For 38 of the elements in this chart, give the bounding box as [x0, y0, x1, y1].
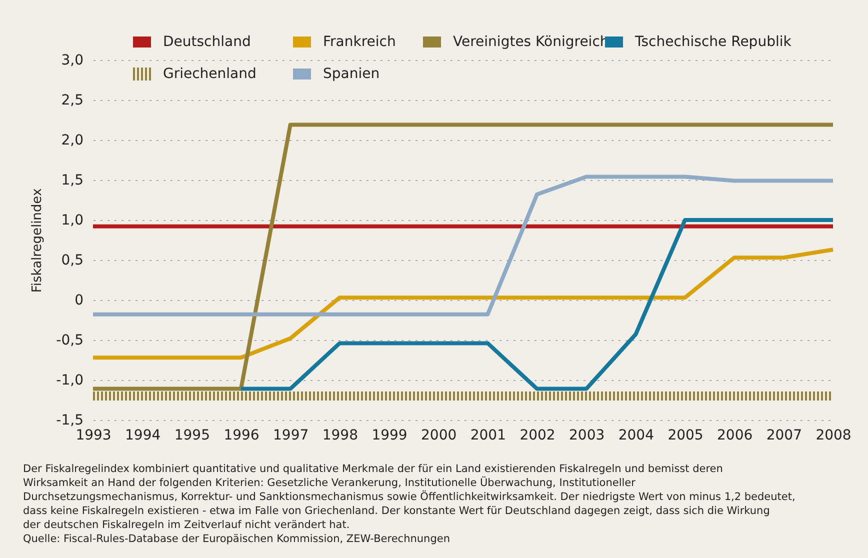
text: Der Fiskalregelindex kombiniert quantitative und qualitative Merkmale der für ein Land existierenden Fiskalregeln und bemisst deren Wirksamkeit an Hand der folgenden Kriterien: Gesetzliche Verankerung, Institutionelle Überwachung, Institutioneller Durchsetzungsmechanismus, Korrektur- und Sanktionsmechanismus sowie Öffentlichkeitwirksamkeit. Der niedrigste Wert von minus 1,2 bedeutet, dass keine Fiskalregeln existieren - etwa im Falle von Griechenland. Der konstante Wert für Deutschland dagegen zeigt, dass sich die Wirkung der deutschen Fiskalregeln im Zeitverlauf nicht verändert hat.	[23, 463, 796, 531]
legend-label: Vereinigtes Königreich	[453, 34, 609, 50]
x-tick-label: 2000	[421, 428, 457, 444]
y-tick-label: 3,0	[61, 52, 84, 68]
x-tick-label: 2007	[766, 428, 802, 444]
legend-label: Deutschland	[163, 34, 251, 50]
legend-label: Frankreich	[323, 34, 396, 50]
x-tick-label: 1999	[372, 428, 408, 444]
line-series	[91, 248, 835, 360]
y-tick-label: 2,5	[61, 92, 84, 108]
x-tick-label: 1997	[273, 428, 309, 444]
y-tick-label: 0,5	[61, 252, 84, 268]
line-series	[91, 174, 835, 316]
x-tick-label: 2003	[569, 428, 605, 444]
legend-label: Griechenland	[163, 66, 256, 82]
legend-label: Tschechische Republik	[634, 34, 792, 50]
legend-label: Spanien	[323, 66, 380, 82]
y-tick-label: 1,5	[61, 172, 84, 188]
x-tick-label: 1993	[76, 428, 112, 444]
x-tick-label: 2006	[717, 428, 753, 444]
line-series	[239, 218, 835, 391]
x-tick-label: 1994	[125, 428, 161, 444]
x-tick-label: 1996	[224, 428, 260, 444]
x-tick-label: 2001	[470, 428, 506, 444]
x-tick-label: 2005	[668, 428, 704, 444]
x-tick-label: 1995	[174, 428, 210, 444]
y-tick-label: 2,0	[61, 132, 84, 148]
x-tick-label: 1998	[322, 428, 358, 444]
x-tick-label: 2008	[816, 428, 852, 444]
y-tick-label: 1,0	[61, 212, 84, 228]
y-tick-label: 0	[74, 292, 84, 308]
y-axis-title: Fiskalregelindex	[30, 188, 46, 293]
x-tick-label: 2004	[618, 428, 654, 444]
y-tick-label: -1,0	[56, 372, 84, 388]
source-note: Quelle: Fiscal-Rules-Database der Europäischen Kommission, ZEW-Berechnungen	[23, 533, 450, 545]
x-tick-label: 2002	[520, 428, 556, 444]
y-tick-label: -0,5	[56, 332, 84, 348]
y-tick-label: -1,5	[56, 412, 84, 428]
